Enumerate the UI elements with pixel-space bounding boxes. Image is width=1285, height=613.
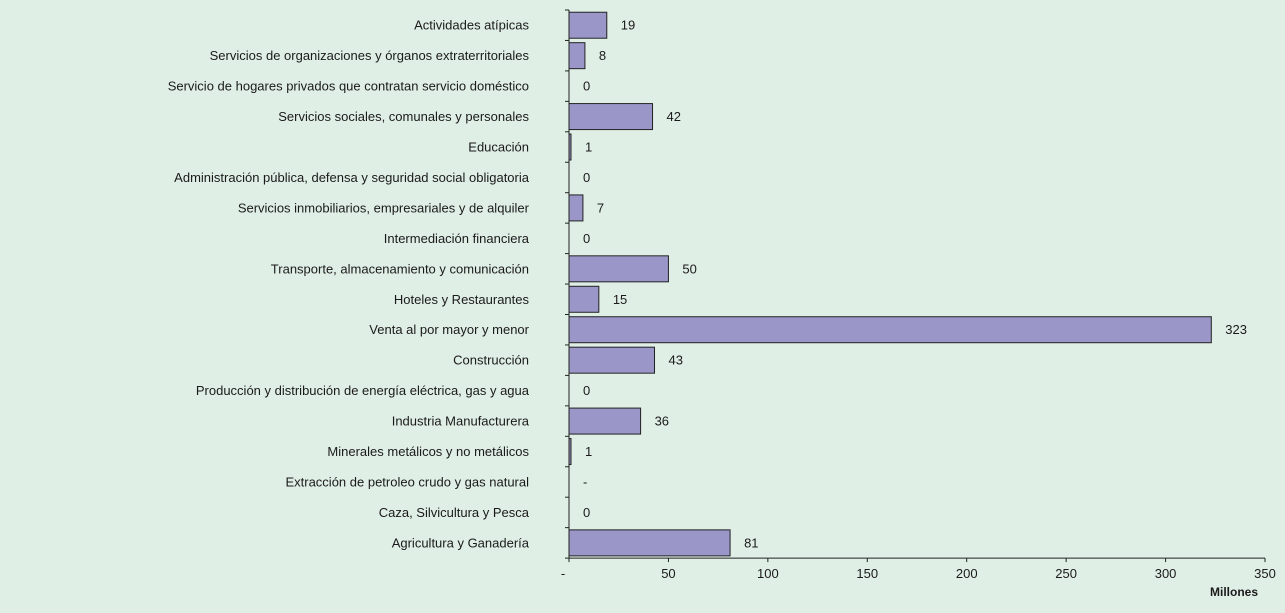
category-label: Servicio de hogares privados que contrat… — [168, 79, 529, 94]
x-tick-label: 300 — [1155, 566, 1177, 581]
x-tick-label: 350 — [1254, 566, 1276, 581]
x-tick-label: 250 — [1055, 566, 1077, 581]
bar — [568, 316, 1212, 344]
value-label: 0 — [583, 505, 590, 520]
category-label: Caza, Silvicultura y Pesca — [379, 505, 530, 520]
category-label: Minerales metálicos y no metálicos — [327, 444, 529, 459]
category-label: Producción y distribución de energía elé… — [196, 383, 530, 398]
value-label: 323 — [1225, 322, 1247, 337]
value-label: 0 — [583, 79, 590, 94]
bar — [568, 42, 586, 70]
category-label: Educación — [468, 140, 529, 155]
value-label: 1 — [585, 444, 592, 459]
x-tick-label: 50 — [661, 566, 675, 581]
category-label: Transporte, almacenamiento y comunicació… — [271, 261, 529, 276]
value-label: 42 — [667, 109, 681, 124]
value-label: 8 — [599, 48, 606, 63]
bar — [568, 255, 669, 283]
value-label: 0 — [583, 383, 590, 398]
value-label: - — [583, 474, 587, 489]
category-label: Construcción — [453, 353, 529, 368]
value-label: 7 — [597, 200, 604, 215]
bar — [568, 346, 656, 374]
category-label: Actividades atípicas — [414, 18, 529, 33]
x-tick-label: 100 — [757, 566, 779, 581]
x-tick-label: 200 — [956, 566, 978, 581]
bar — [568, 285, 600, 313]
bar — [568, 407, 642, 435]
category-label: Intermediación financiera — [384, 231, 530, 246]
category-label: Industria Manufacturera — [392, 414, 530, 429]
bar — [568, 103, 654, 131]
value-label: 1 — [585, 140, 592, 155]
value-label: 81 — [744, 535, 758, 550]
x-tick-label: 150 — [856, 566, 878, 581]
bar — [568, 194, 584, 222]
category-label: Servicios inmobiliarios, empresariales y… — [238, 200, 530, 215]
category-label: Servicios sociales, comunales y personal… — [278, 109, 529, 124]
bar — [568, 11, 608, 39]
category-label: Venta al por mayor y menor — [369, 322, 529, 337]
x-axis-title: Millones — [1210, 585, 1258, 599]
value-label: 0 — [583, 231, 590, 246]
value-label: 15 — [613, 292, 627, 307]
category-label: Administración pública, defensa y seguri… — [174, 170, 530, 185]
value-label: 50 — [682, 261, 696, 276]
bar — [568, 529, 731, 557]
value-label: 36 — [655, 414, 669, 429]
category-label: Servicios de organizaciones y órganos ex… — [210, 48, 530, 63]
category-label: Hoteles y Restaurantes — [394, 292, 530, 307]
value-label: 43 — [669, 353, 683, 368]
category-label: Agricultura y Ganadería — [392, 535, 530, 550]
x-tick-label: - — [561, 566, 565, 581]
value-label: 0 — [583, 170, 590, 185]
value-label: 19 — [621, 18, 635, 33]
category-label: Extracción de petroleo crudo y gas natur… — [285, 474, 529, 489]
